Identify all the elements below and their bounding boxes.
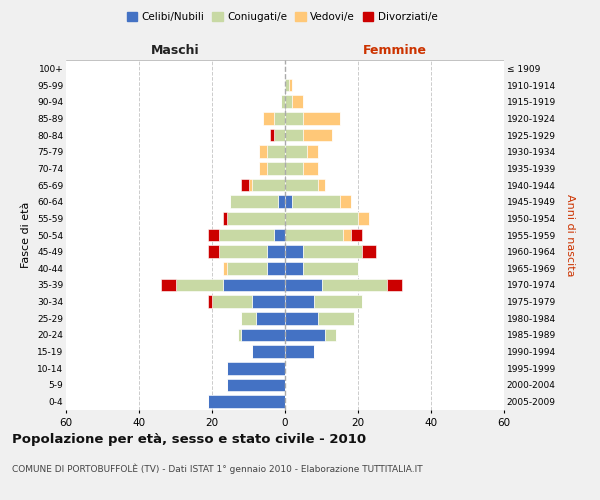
- Bar: [285, 262, 303, 274]
- Bar: [292, 196, 340, 208]
- Bar: [281, 96, 285, 108]
- Bar: [285, 79, 289, 92]
- Bar: [285, 146, 307, 158]
- Text: COMUNE DI PORTOBUFFOLÈ (TV) - Dati ISTAT 1° gennaio 2010 - Elaborazione TUTTITAL: COMUNE DI PORTOBUFFOLÈ (TV) - Dati ISTAT…: [12, 464, 422, 474]
- Bar: [161, 279, 176, 291]
- Text: Popolazione per età, sesso e stato civile - 2010: Popolazione per età, sesso e stato civil…: [12, 432, 366, 446]
- Bar: [259, 162, 267, 174]
- Bar: [350, 229, 362, 241]
- Bar: [227, 212, 285, 224]
- Bar: [227, 262, 267, 274]
- Bar: [285, 312, 318, 324]
- Bar: [303, 262, 358, 274]
- Bar: [271, 129, 274, 141]
- Bar: [318, 312, 355, 324]
- Bar: [303, 112, 340, 124]
- Bar: [285, 246, 303, 258]
- Bar: [263, 112, 274, 124]
- Bar: [208, 246, 220, 258]
- Bar: [241, 329, 285, 341]
- Bar: [241, 312, 256, 324]
- Y-axis label: Anni di nascita: Anni di nascita: [565, 194, 575, 276]
- Bar: [318, 179, 325, 192]
- Bar: [208, 229, 220, 241]
- Bar: [285, 229, 343, 241]
- Bar: [259, 146, 267, 158]
- Bar: [212, 296, 252, 308]
- Bar: [252, 296, 285, 308]
- Text: Maschi: Maschi: [151, 44, 200, 57]
- Bar: [241, 179, 248, 192]
- Bar: [285, 196, 292, 208]
- Bar: [343, 229, 350, 241]
- Bar: [285, 162, 303, 174]
- Bar: [387, 279, 402, 291]
- Bar: [285, 179, 318, 192]
- Bar: [307, 146, 318, 158]
- Bar: [238, 329, 241, 341]
- Bar: [267, 146, 285, 158]
- Bar: [208, 296, 212, 308]
- Bar: [227, 379, 285, 391]
- Bar: [274, 112, 285, 124]
- Bar: [227, 362, 285, 374]
- Bar: [289, 79, 292, 92]
- Bar: [208, 396, 285, 408]
- Bar: [358, 212, 369, 224]
- Bar: [256, 312, 285, 324]
- Bar: [314, 296, 362, 308]
- Text: Femmine: Femmine: [362, 44, 427, 57]
- Bar: [252, 179, 285, 192]
- Bar: [223, 212, 227, 224]
- Bar: [303, 246, 362, 258]
- Bar: [322, 279, 387, 291]
- Y-axis label: Fasce di età: Fasce di età: [22, 202, 31, 268]
- Bar: [362, 246, 376, 258]
- Bar: [176, 279, 223, 291]
- Bar: [285, 129, 303, 141]
- Bar: [292, 96, 303, 108]
- Bar: [220, 246, 267, 258]
- Bar: [252, 346, 285, 358]
- Bar: [285, 346, 314, 358]
- Legend: Celibi/Nubili, Coniugati/e, Vedovi/e, Divorziati/e: Celibi/Nubili, Coniugati/e, Vedovi/e, Di…: [122, 8, 442, 26]
- Bar: [285, 279, 322, 291]
- Bar: [267, 262, 285, 274]
- Bar: [285, 96, 292, 108]
- Bar: [285, 329, 325, 341]
- Bar: [303, 162, 318, 174]
- Bar: [274, 229, 285, 241]
- Bar: [278, 196, 285, 208]
- Bar: [223, 262, 227, 274]
- Bar: [230, 196, 278, 208]
- Bar: [248, 179, 252, 192]
- Bar: [285, 212, 358, 224]
- Bar: [223, 279, 285, 291]
- Bar: [285, 296, 314, 308]
- Bar: [285, 112, 303, 124]
- Bar: [267, 162, 285, 174]
- Bar: [340, 196, 350, 208]
- Bar: [303, 129, 332, 141]
- Bar: [274, 129, 285, 141]
- Bar: [325, 329, 336, 341]
- Bar: [220, 229, 274, 241]
- Bar: [267, 246, 285, 258]
